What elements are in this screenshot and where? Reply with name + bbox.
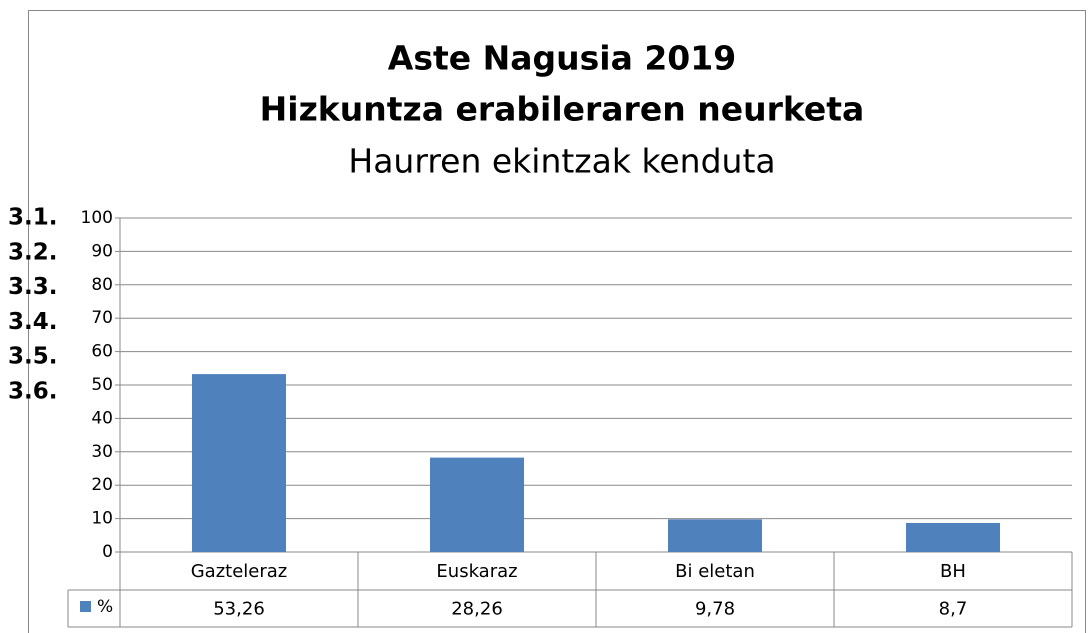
chart-subtitle: Haurren ekintzak kenduta <box>348 142 775 181</box>
x-tick-label: Gazteleraz <box>191 561 288 582</box>
chart-title: Aste Nagusia 2019 <box>388 39 736 78</box>
y-tick-label: 70 <box>91 308 113 328</box>
overlay-label: 3.2. <box>8 239 57 265</box>
chart-frame <box>28 10 1086 633</box>
bar <box>668 519 762 552</box>
overlay-label: 3.6. <box>8 379 57 405</box>
data-label: 8,7 <box>939 599 968 620</box>
legend-key <box>80 601 91 612</box>
x-tick-label: Euskaraz <box>436 561 517 582</box>
bar <box>430 457 524 552</box>
y-tick-label: 20 <box>91 475 113 495</box>
y-tick-label: 100 <box>81 208 113 228</box>
legend-label: % <box>97 597 113 617</box>
x-tick-label: Bi eletan <box>675 561 755 582</box>
y-tick-label: 60 <box>91 342 113 362</box>
chart-subtitle: Hizkuntza erabileraren neurketa <box>260 90 865 129</box>
y-tick-label: 80 <box>91 275 113 295</box>
overlay-label: 3.4. <box>8 309 57 335</box>
overlay-label: 3.3. <box>8 274 57 300</box>
overlay-label: 3.5. <box>8 344 57 370</box>
overlay-label: 3.1. <box>8 205 57 231</box>
y-tick-label: 90 <box>91 241 113 261</box>
y-tick-label: 40 <box>91 408 113 428</box>
data-label: 9,78 <box>695 599 735 620</box>
x-tick-label: BH <box>940 561 966 582</box>
data-label: 53,26 <box>213 599 265 620</box>
data-label: 28,26 <box>451 599 503 620</box>
y-tick-label: 50 <box>91 375 113 395</box>
bar <box>906 522 1000 552</box>
bar <box>192 374 286 552</box>
y-tick-label: 10 <box>91 509 113 529</box>
y-tick-label: 30 <box>91 442 113 462</box>
y-tick-label: 0 <box>102 542 113 562</box>
